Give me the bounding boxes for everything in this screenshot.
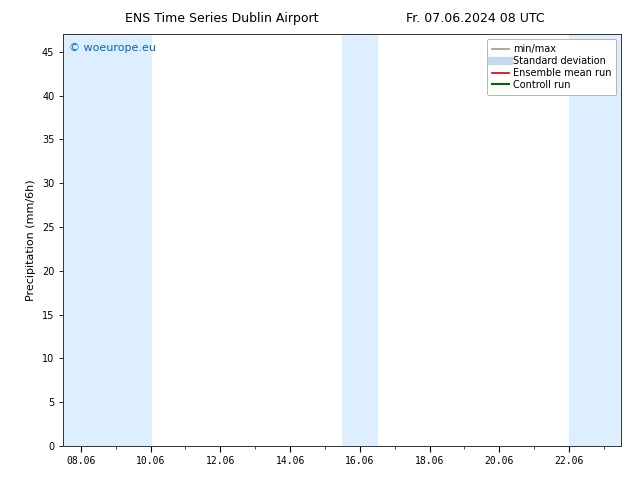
Y-axis label: Precipitation (mm/6h): Precipitation (mm/6h) [27,179,36,301]
Text: © woeurope.eu: © woeurope.eu [69,43,156,52]
Bar [63,34,150,446]
Bar [569,34,621,446]
Text: ENS Time Series Dublin Airport: ENS Time Series Dublin Airport [125,12,319,25]
Text: Fr. 07.06.2024 08 UTC: Fr. 07.06.2024 08 UTC [406,12,545,25]
Bar [342,34,377,446]
Legend: min/max, Standard deviation, Ensemble mean run, Controll run: min/max, Standard deviation, Ensemble me… [487,39,616,95]
